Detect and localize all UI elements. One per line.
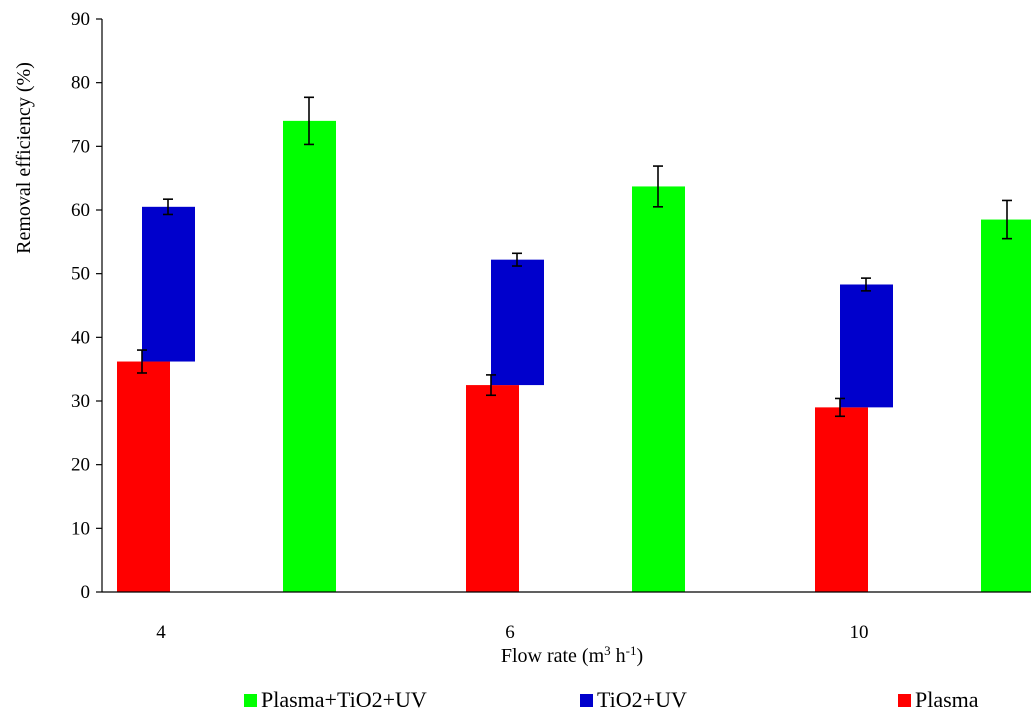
y-tick-label: 90 bbox=[71, 9, 90, 30]
error-bar bbox=[861, 277, 871, 292]
legend-label: Plasma+TiO2+UV bbox=[261, 687, 427, 712]
bar-plasma bbox=[117, 361, 170, 592]
bar-plasma-tio2-uv bbox=[632, 186, 685, 592]
x-tick-label: 4 bbox=[156, 622, 166, 643]
legend-item-plasma: Plasma bbox=[898, 687, 979, 712]
legend-label: Plasma bbox=[915, 687, 979, 712]
x-tick-label: 6 bbox=[505, 622, 515, 643]
y-tick-label: 70 bbox=[71, 136, 90, 157]
bar-tio2-uv bbox=[491, 259, 544, 386]
x-tick-label: 10 bbox=[850, 622, 869, 643]
y-tick-label: 50 bbox=[71, 264, 90, 285]
y-tick-label: 60 bbox=[71, 200, 90, 221]
error-bar bbox=[512, 252, 522, 267]
y-tick-label: 20 bbox=[71, 455, 90, 476]
y-axis-label: Removal efficiency (%) bbox=[13, 62, 35, 254]
error-bar bbox=[653, 165, 663, 208]
x-axis-label: Flow rate (m3 h-1) bbox=[501, 643, 643, 667]
bar-plasma-tio2-uv bbox=[981, 219, 1031, 593]
bar-plasma bbox=[815, 407, 868, 592]
bar-tio2-uv bbox=[142, 206, 195, 362]
y-tick-label: 30 bbox=[71, 391, 90, 412]
error-bar bbox=[835, 397, 845, 418]
legend: Plasma+TiO2+UV TiO2+UV Plasma bbox=[244, 687, 979, 712]
y-tick-label: 0 bbox=[81, 582, 91, 603]
error-bar bbox=[163, 198, 173, 216]
y-axis: 0 10 20 30 40 50 60 70 80 90 bbox=[71, 9, 103, 603]
error-bar bbox=[1002, 199, 1012, 240]
y-tick-label: 40 bbox=[71, 327, 90, 348]
legend-swatch bbox=[580, 694, 593, 707]
bar-plasma bbox=[466, 385, 519, 592]
error-bar bbox=[304, 96, 314, 146]
x-axis: 4 6 10 bbox=[102, 591, 1031, 643]
legend-swatch bbox=[898, 694, 911, 707]
bar-plasma-tio2-uv bbox=[283, 120, 336, 592]
error-bar bbox=[486, 374, 496, 397]
error-bar bbox=[137, 349, 147, 374]
legend-item-plasma-tio2-uv: Plasma+TiO2+UV bbox=[244, 687, 427, 712]
bar-tio2-uv bbox=[840, 284, 893, 408]
legend-swatch bbox=[244, 694, 257, 707]
y-tick-label: 10 bbox=[71, 518, 90, 539]
legend-item-tio2-uv: TiO2+UV bbox=[580, 687, 687, 712]
y-tick-label: 80 bbox=[71, 73, 90, 94]
plot-area bbox=[117, 96, 1031, 593]
legend-label: TiO2+UV bbox=[597, 687, 687, 712]
